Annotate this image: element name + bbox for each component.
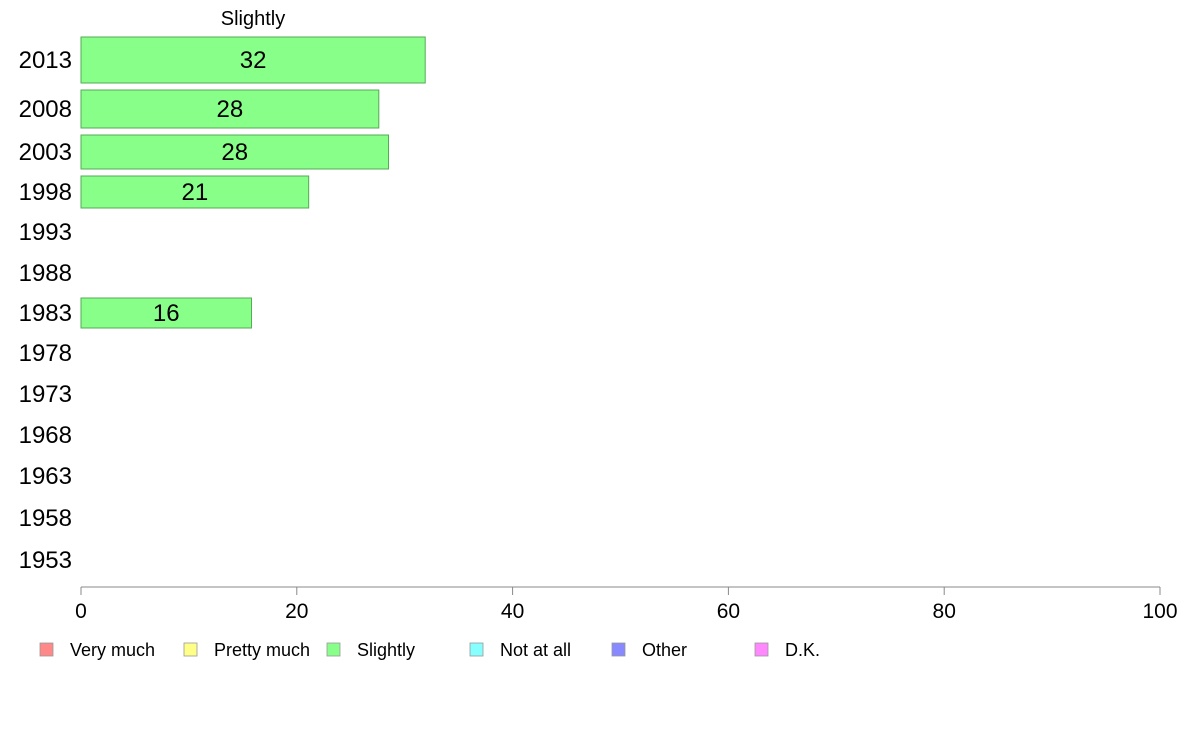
legend-item: Pretty much xyxy=(183,640,310,660)
bar-2008 xyxy=(80,89,380,129)
bar-value-label: 21 xyxy=(181,179,208,206)
bar-2003 xyxy=(80,134,390,170)
legend-label: Other xyxy=(642,640,687,660)
legend-item: Not at all xyxy=(469,640,571,660)
bar-value-label: 16 xyxy=(153,300,180,327)
legend-swatch xyxy=(326,642,341,657)
legend-label: D.K. xyxy=(785,640,820,660)
bar-1998 xyxy=(80,175,310,209)
x-axis: 0 20 40 60 80 100 xyxy=(75,586,1178,623)
bar-1983 xyxy=(80,297,252,329)
y-tick-label: 2008 xyxy=(19,96,72,123)
bar-value-label: 28 xyxy=(221,139,248,166)
y-tick-label: 1998 xyxy=(19,179,72,206)
bars: 32 28 28 21 16 xyxy=(80,36,426,329)
legend-item: Other xyxy=(611,640,687,660)
legend-label: Not at all xyxy=(500,640,571,660)
legend-item: Very much xyxy=(39,640,155,660)
y-tick-label: 1988 xyxy=(19,260,72,287)
y-tick-label: 2003 xyxy=(19,139,72,166)
legend-swatch xyxy=(183,642,198,657)
y-axis-labels: 2013 2008 2003 1998 1993 1988 1983 1978 1973 1968… xyxy=(19,47,72,574)
legend-label: Pretty much xyxy=(214,640,310,660)
x-tick-label: 60 xyxy=(717,600,740,623)
legend-swatch xyxy=(469,642,484,657)
x-tick-label: 100 xyxy=(1142,600,1177,623)
y-tick-label: 1993 xyxy=(19,219,72,246)
legend-label: Very much xyxy=(70,640,155,660)
y-tick-label: 1968 xyxy=(19,422,72,449)
x-tick-label: 40 xyxy=(501,600,524,623)
bar-value-label: 32 xyxy=(240,47,267,74)
legend-label: Slightly xyxy=(357,640,415,660)
y-tick-label: 1963 xyxy=(19,463,72,490)
chart-title: Slightly xyxy=(221,8,285,30)
x-tick-label: 20 xyxy=(285,600,308,623)
legend-swatch xyxy=(611,642,626,657)
legend-item: D.K. xyxy=(754,640,820,660)
bar-2013 xyxy=(80,36,426,84)
y-tick-label: 1978 xyxy=(19,340,72,367)
legend: Very much Pretty much Slightly Not at all Ot… xyxy=(39,640,820,660)
x-tick-label: 0 xyxy=(75,600,87,623)
x-tick-label: 80 xyxy=(933,600,956,623)
legend-item: Slightly xyxy=(326,640,415,660)
y-tick-label: 1958 xyxy=(19,505,72,532)
y-tick-label: 1983 xyxy=(19,300,72,327)
legend-swatch xyxy=(754,642,769,657)
y-tick-label: 1973 xyxy=(19,381,72,408)
bar-value-label: 28 xyxy=(217,96,244,123)
legend-swatch xyxy=(39,642,54,657)
y-tick-label: 2013 xyxy=(19,47,72,74)
y-tick-label: 1953 xyxy=(19,547,72,574)
